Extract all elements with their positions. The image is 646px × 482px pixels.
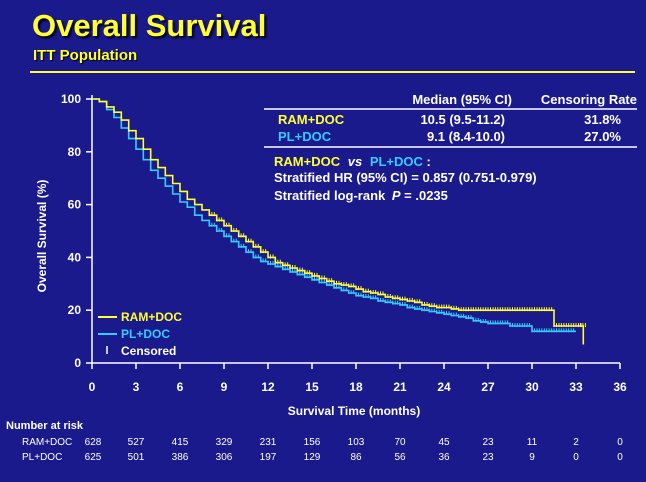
risk-count: 0 <box>573 452 579 463</box>
risk-count: 86 <box>350 452 362 463</box>
logrank-prefix: Stratified log-rank <box>274 188 389 203</box>
x-tick-label: 36 <box>613 380 627 394</box>
risk-count: 625 <box>85 452 102 463</box>
risk-count: 103 <box>348 437 365 448</box>
stats-header-censoring: Censoring Rate <box>541 92 637 107</box>
risk-count: 306 <box>216 452 233 463</box>
comparison-arm2: PL+DOC <box>370 154 424 169</box>
logrank-p: Stratified log-rank P = .0235 <box>274 188 448 203</box>
risk-count: 56 <box>394 452 406 463</box>
x-tick-label: 15 <box>305 380 319 394</box>
legend-label-censored: Censored <box>121 344 176 358</box>
risk-count: 329 <box>216 437 233 448</box>
y-tick-label: 0 <box>74 356 81 370</box>
logrank-p-value: = .0235 <box>404 188 448 203</box>
risk-count: 628 <box>85 437 102 448</box>
y-tick-label: 60 <box>68 198 82 212</box>
risk-count: 386 <box>172 452 189 463</box>
slide-title: Overall Survival <box>32 8 267 43</box>
risk-table-title: Number at risk <box>6 420 84 432</box>
stats-row-median: 9.1 (8.4-10.0) <box>427 129 505 144</box>
risk-count: 0 <box>617 452 623 463</box>
risk-count: 23 <box>482 452 494 463</box>
comparison-arm1: RAM+DOC <box>274 154 341 169</box>
legend: RAM+DOC PL+DOC Censored <box>98 310 182 358</box>
x-tick-label: 24 <box>437 380 451 394</box>
x-tick-label: 6 <box>177 380 184 394</box>
title-divider <box>30 71 635 73</box>
y-tick-label: 20 <box>68 303 82 317</box>
x-tick-label: 27 <box>481 380 495 394</box>
risk-count: 231 <box>260 437 277 448</box>
y-axis-label: Overall Survival (%) <box>35 180 49 293</box>
risk-count: 501 <box>128 452 145 463</box>
legend-label-pl: PL+DOC <box>121 327 170 341</box>
stats-header-median: Median (95% CI) <box>412 92 512 107</box>
risk-count: 36 <box>438 452 450 463</box>
risk-count: 415 <box>172 437 189 448</box>
comparison-vs: vs <box>348 154 362 169</box>
x-tick-label: 21 <box>393 380 407 394</box>
x-tick-label: 0 <box>89 380 96 394</box>
risk-count: 70 <box>394 437 406 448</box>
logrank-p-symbol: P <box>392 188 401 203</box>
slide-subtitle: ITT Population <box>33 47 138 64</box>
risk-count: 527 <box>128 437 145 448</box>
risk-count: 45 <box>438 437 450 448</box>
stats-row-censoring: 31.8% <box>584 112 621 127</box>
risk-count: 0 <box>617 437 623 448</box>
risk-count: 197 <box>260 452 277 463</box>
stats-row-arm: PL+DOC <box>278 129 332 144</box>
y-tick-label: 40 <box>68 250 82 264</box>
x-tick-label: 18 <box>349 380 363 394</box>
stats-table: Median (95% CI) Censoring Rate RAM+DOC 1… <box>264 92 637 203</box>
risk-row-label: RAM+DOC <box>22 437 72 448</box>
x-axis-label: Survival Time (months) <box>288 404 420 418</box>
risk-count: 156 <box>304 437 321 448</box>
y-tick-label: 100 <box>61 92 81 106</box>
risk-count: 23 <box>482 437 494 448</box>
y-tick-label: 80 <box>68 145 82 159</box>
stats-row-median: 10.5 (9.5-11.2) <box>420 112 505 127</box>
legend-label-ram: RAM+DOC <box>121 310 182 324</box>
x-tick-label: 30 <box>525 380 539 394</box>
censor-marks <box>208 212 586 333</box>
risk-count: 129 <box>304 452 321 463</box>
x-tick-label: 9 <box>221 380 228 394</box>
x-tick-label: 33 <box>569 380 583 394</box>
stats-row-arm: RAM+DOC <box>278 112 345 127</box>
comparison-heading: RAM+DOC vs PL+DOC : <box>274 154 431 169</box>
risk-row-label: PL+DOC <box>22 452 62 463</box>
x-tick-label: 12 <box>261 380 275 394</box>
risk-table: RAM+DOC 628 527 415 329 231 156 103 70 45 23 11 2 0 PL… <box>22 437 623 463</box>
stats-row-censoring: 27.0% <box>584 129 621 144</box>
x-tick-label: 3 <box>133 380 140 394</box>
hazard-ratio: Stratified HR (95% CI) = 0.857 (0.751-0.… <box>274 170 537 185</box>
risk-count: 2 <box>573 437 579 448</box>
risk-count: 11 <box>527 437 538 448</box>
risk-count: 9 <box>529 452 535 463</box>
comparison-colon: : <box>427 154 431 169</box>
